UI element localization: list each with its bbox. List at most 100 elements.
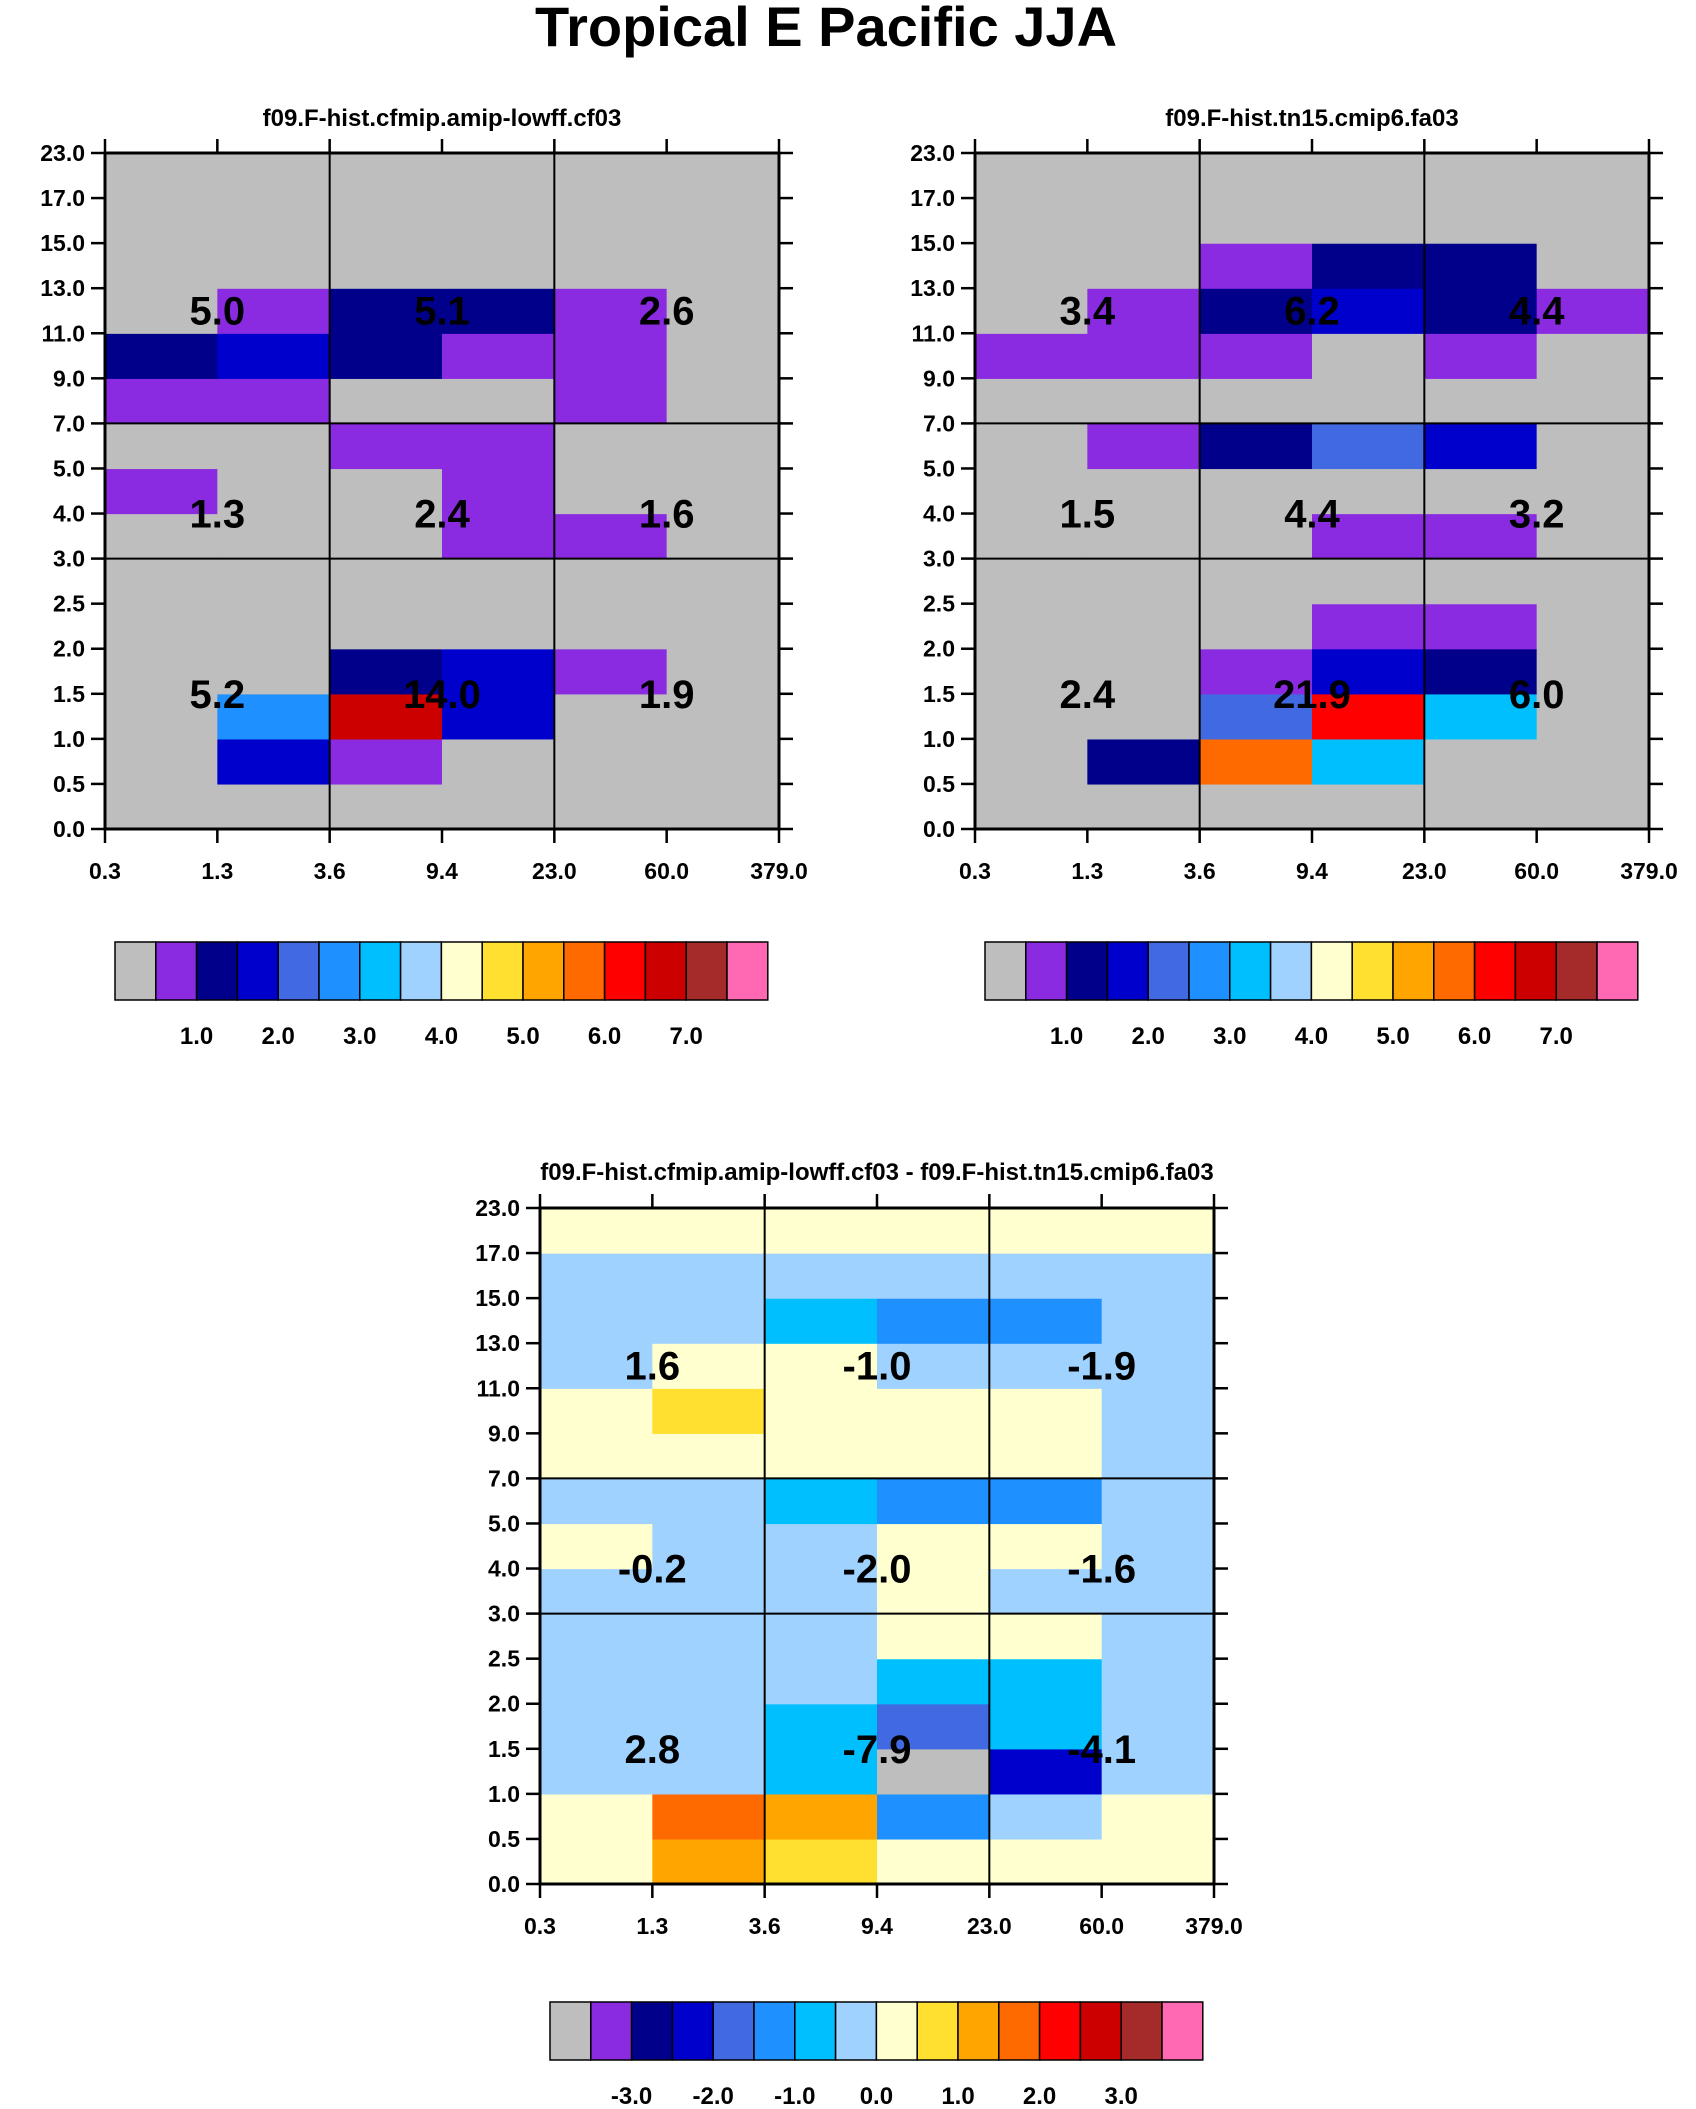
heatmap-cell — [329, 333, 443, 379]
colorbar-swatch — [916, 2001, 959, 2061]
heatmap-cell — [540, 1253, 653, 1299]
colorbar-swatch — [794, 2001, 837, 2061]
heatmap-cell — [666, 513, 780, 560]
heatmap-cell — [975, 288, 1088, 334]
y-tick-label: 0.5 — [53, 771, 85, 797]
panels: f09.F-hist.cfmip.amip-lowff.cf03 0.0 0.5 1.… — [40, 105, 1678, 2109]
colorbar-label: 4.0 — [1295, 1023, 1328, 1050]
colorbar-swatch — [1161, 2001, 1204, 2061]
heatmap-cell — [666, 603, 780, 650]
colorbar-swatch — [998, 2001, 1041, 2061]
colorbar-swatch — [277, 941, 320, 1001]
panel-2: f09.F-hist.tn15.cmip6.fa03 0.0 0.5 1.0 1.5 2.… — [910, 105, 1678, 1050]
heatmap-cell — [975, 558, 1088, 605]
heatmap-cell — [1424, 288, 1538, 334]
heatmap-cell — [1424, 153, 1538, 199]
y-tick-label: 11.0 — [42, 320, 86, 346]
heatmap-cell — [442, 783, 555, 830]
box-value: 5.1 — [414, 290, 470, 334]
colorbar-swatch — [875, 2001, 918, 2061]
y-tick-label: 1.0 — [488, 1781, 520, 1807]
heatmap-cell — [1424, 423, 1538, 470]
heatmap-cell — [540, 1838, 653, 1885]
heatmap-cell — [1087, 468, 1201, 515]
panel-title: f09.F-hist.tn15.cmip6.fa03 — [1165, 105, 1458, 132]
colorbar-label: 0.0 — [860, 2083, 893, 2109]
heatmap-cell — [1312, 153, 1425, 199]
heatmap-cell — [652, 1298, 766, 1344]
heatmap-cell — [1312, 693, 1425, 740]
heatmap-cell — [554, 738, 668, 785]
heatmap-cell — [1101, 1208, 1215, 1254]
y-tick-label: 2.5 — [488, 1646, 520, 1672]
heatmap-cell — [329, 198, 443, 244]
y-tick-label: 23.0 — [910, 140, 955, 166]
heatmap-cell — [1424, 378, 1538, 424]
colorbar-label: 3.0 — [343, 1023, 376, 1050]
heatmap-cell — [1424, 333, 1538, 379]
y-tick-label: 0.5 — [923, 771, 955, 797]
heatmap-cell — [540, 1343, 653, 1389]
heatmap-cell — [1424, 783, 1538, 830]
heatmap-cell — [666, 783, 780, 830]
box-value: -7.9 — [843, 1728, 912, 1772]
x-tick-label: 379.0 — [1620, 858, 1678, 884]
heatmap-cell — [217, 693, 331, 740]
heatmap-cell — [975, 513, 1088, 560]
x-tick-label: 0.3 — [524, 1913, 556, 1939]
colorbar-swatch — [1310, 941, 1353, 1001]
heatmap-cell — [1312, 513, 1425, 560]
heatmap-cell — [1312, 603, 1425, 650]
heatmap-cell — [442, 423, 555, 470]
heatmap-cell — [329, 468, 443, 515]
heatmap-cell — [554, 468, 668, 515]
heatmap-cell — [105, 648, 218, 695]
heatmap-cell — [1087, 558, 1201, 605]
heatmap-cell — [105, 468, 218, 515]
heatmap-cell — [975, 153, 1088, 199]
heatmap-cell — [540, 1748, 653, 1795]
heatmap-cell — [764, 1703, 878, 1750]
heatmap-cell — [329, 153, 443, 199]
y-tick-label: 5.0 — [923, 455, 955, 481]
heatmap-cell — [975, 198, 1088, 244]
colorbar-swatch — [114, 941, 157, 1001]
x-tick-label: 23.0 — [1402, 858, 1447, 884]
heatmap-cell — [217, 558, 331, 605]
panel-title: f09.F-hist.cfmip.amip-lowff.cf03 — [263, 105, 622, 132]
heatmap-cell — [540, 1658, 653, 1705]
colorbar-label: 1.0 — [1050, 1023, 1083, 1050]
heatmap-cell — [877, 1478, 990, 1525]
heatmap-cell — [1199, 333, 1313, 379]
heatmap-cell — [1424, 468, 1538, 515]
heatmap-cell — [540, 1478, 653, 1525]
box-value: 1.9 — [639, 673, 695, 717]
heatmap-cell — [329, 558, 443, 605]
colorbar-swatch — [1079, 2001, 1122, 2061]
heatmap-cell — [442, 558, 555, 605]
heatmap-cell — [877, 1658, 990, 1705]
heatmap-cell — [989, 1433, 1103, 1479]
y-tick-label: 2.0 — [923, 636, 955, 662]
colorbar-swatch — [1120, 2001, 1163, 2061]
heatmap-cell — [105, 198, 218, 244]
heatmap-cell — [877, 1838, 990, 1885]
heatmap-cell — [989, 1613, 1103, 1660]
x-tick-label: 9.4 — [426, 858, 458, 884]
heatmap-cell — [652, 1388, 766, 1434]
heatmap-cell — [442, 648, 555, 695]
heatmap-cell — [329, 738, 443, 785]
heatmap-cell — [989, 1793, 1103, 1840]
heatmap-cell — [329, 693, 443, 740]
heatmap-cell — [1536, 603, 1650, 650]
colorbar-label: 2.0 — [1132, 1023, 1165, 1050]
box-value: -1.6 — [1067, 1548, 1136, 1592]
heatmap-cell — [764, 1748, 878, 1795]
heatmap-cell — [329, 648, 443, 695]
heatmap-cell — [666, 738, 780, 785]
heatmap-cell — [652, 1253, 766, 1299]
heatmap-cell — [1101, 1478, 1215, 1525]
y-tick-label: 7.0 — [488, 1465, 520, 1491]
heatmap-cell — [1312, 783, 1425, 830]
colorbar-swatch — [957, 2001, 1000, 2061]
